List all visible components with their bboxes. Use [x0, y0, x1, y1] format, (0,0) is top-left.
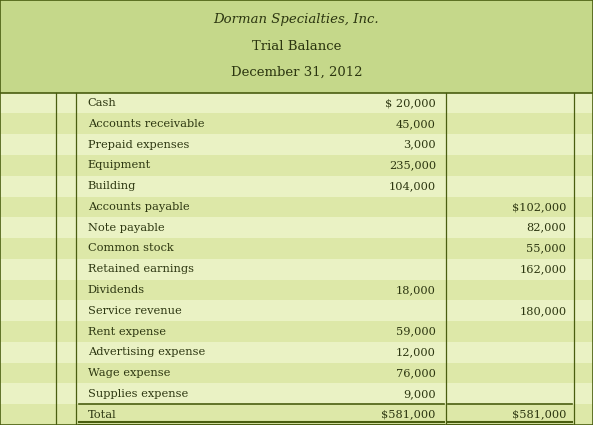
Bar	[0, 93, 593, 113]
Bar	[0, 0, 593, 93]
Text: $102,000: $102,000	[512, 202, 566, 212]
Bar	[0, 113, 593, 134]
Bar	[0, 196, 593, 217]
Text: Supplies expense: Supplies expense	[88, 389, 188, 399]
Text: Retained earnings: Retained earnings	[88, 264, 194, 274]
Text: Note payable: Note payable	[88, 223, 164, 232]
Text: Service revenue: Service revenue	[88, 306, 181, 316]
Bar	[0, 383, 593, 404]
Bar	[0, 321, 593, 342]
Text: Dividends: Dividends	[88, 285, 145, 295]
Text: $581,000: $581,000	[512, 410, 566, 419]
Text: Total: Total	[88, 410, 116, 419]
Text: 104,000: 104,000	[389, 181, 436, 191]
Text: Accounts receivable: Accounts receivable	[88, 119, 204, 129]
Bar	[0, 363, 593, 383]
Text: 76,000: 76,000	[396, 368, 436, 378]
Text: Building: Building	[88, 181, 136, 191]
Text: Cash: Cash	[88, 98, 116, 108]
Bar	[0, 300, 593, 321]
Text: Advertising expense: Advertising expense	[88, 347, 205, 357]
Bar	[0, 217, 593, 238]
Text: 59,000: 59,000	[396, 326, 436, 337]
Bar	[0, 342, 593, 363]
Text: Common stock: Common stock	[88, 244, 173, 253]
Text: Accounts payable: Accounts payable	[88, 202, 189, 212]
Text: Trial Balance: Trial Balance	[252, 40, 341, 53]
Text: Dorman Specialties, Inc.: Dorman Specialties, Inc.	[213, 14, 380, 26]
Bar	[0, 176, 593, 196]
Bar	[0, 404, 593, 425]
Text: December 31, 2012: December 31, 2012	[231, 66, 362, 79]
Text: 45,000: 45,000	[396, 119, 436, 129]
Text: 162,000: 162,000	[519, 264, 566, 274]
Text: 12,000: 12,000	[396, 347, 436, 357]
Text: Wage expense: Wage expense	[88, 368, 170, 378]
Bar	[0, 280, 593, 300]
Bar	[0, 155, 593, 176]
Text: $ 20,000: $ 20,000	[385, 98, 436, 108]
Text: Prepaid expenses: Prepaid expenses	[88, 139, 189, 150]
Text: 18,000: 18,000	[396, 285, 436, 295]
Bar	[0, 134, 593, 155]
Text: 235,000: 235,000	[389, 160, 436, 170]
Bar	[0, 259, 593, 280]
Text: 82,000: 82,000	[527, 223, 566, 232]
Bar	[0, 238, 593, 259]
Text: Rent expense: Rent expense	[88, 326, 166, 337]
Text: 3,000: 3,000	[403, 139, 436, 150]
Text: $581,000: $581,000	[381, 410, 436, 419]
Text: Equipment: Equipment	[88, 160, 151, 170]
Text: 9,000: 9,000	[403, 389, 436, 399]
Text: 55,000: 55,000	[527, 244, 566, 253]
Text: 180,000: 180,000	[519, 306, 566, 316]
